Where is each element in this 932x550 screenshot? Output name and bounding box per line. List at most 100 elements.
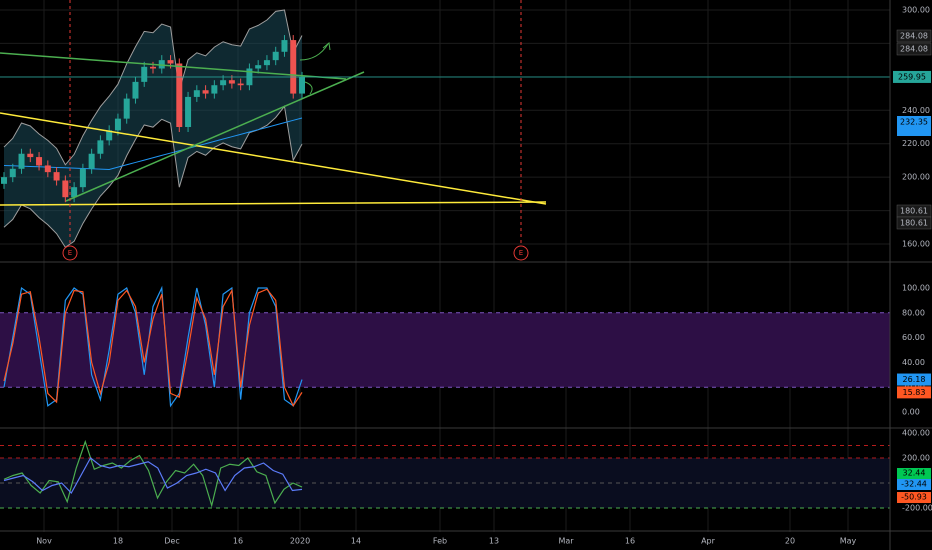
earnings-marker-label: E [519, 249, 523, 257]
stoch-k-line[interactable] [3, 285, 303, 408]
time-tick-label: Apr [701, 537, 716, 546]
cci-value: 32.44 [903, 469, 926, 478]
price-label-box [896, 29, 932, 43]
time-tick-label: 13 [489, 537, 499, 546]
time-tick-label: 14 [351, 537, 361, 546]
time-tick-label: 2020 [290, 537, 310, 546]
earnings-marker-label: E [68, 249, 72, 257]
stochastic-pane[interactable] [0, 285, 890, 408]
cci-tick-label: 200.00 [902, 454, 930, 463]
yellow-trendline-base[interactable] [0, 201, 547, 206]
price-label-low_bottom: 180.61 [900, 219, 928, 228]
candle-body[interactable] [106, 130, 113, 141]
stoch-d-value: 15.83 [903, 388, 926, 397]
basis-price-label: 232.35 [900, 118, 928, 127]
projection-arrow-down [304, 81, 313, 95]
candle-body[interactable] [1, 177, 7, 184]
candle-body[interactable] [255, 65, 262, 69]
candle-body[interactable] [281, 40, 288, 52]
cci-value-box [897, 492, 931, 503]
candle-body[interactable] [272, 51, 279, 61]
cci-line[interactable] [3, 439, 303, 508]
price-tick-label: 200.00 [902, 173, 930, 182]
price-label-low_top: 180.61 [900, 207, 928, 216]
stoch-tick-label: 100.00 [902, 284, 930, 293]
candle-body[interactable] [228, 80, 235, 84]
candle-body[interactable] [237, 83, 244, 86]
bollinger-band-fill [4, 10, 302, 248]
stoch-k-label-box [897, 373, 931, 386]
green-trendline-lower[interactable] [65, 71, 365, 202]
stoch-tick-label: 40.00 [902, 358, 925, 367]
price-label-high_top: 284.08 [900, 32, 928, 41]
cci-band-fill [0, 458, 890, 508]
green-trendline-upper[interactable] [0, 52, 347, 80]
time-tick-label: Dec [164, 537, 179, 546]
price-tick-label: 220.00 [902, 139, 930, 148]
price-label-box [896, 42, 932, 56]
candle-body[interactable] [53, 172, 60, 181]
cci-value: -32.44 [901, 480, 927, 489]
candle-body[interactable] [185, 96, 192, 127]
candle-body[interactable] [167, 60, 174, 64]
stoch-tick-label: 60.00 [902, 333, 925, 342]
price-label-box [896, 216, 932, 230]
candle-body[interactable] [202, 90, 209, 94]
last-price-label: 259.95 [898, 72, 926, 81]
candle-body[interactable] [114, 118, 121, 131]
candle-body[interactable] [132, 81, 139, 99]
candle-body[interactable] [44, 165, 51, 173]
price-tick-label: 160.00 [902, 240, 930, 249]
time-tick-label: Feb [433, 537, 447, 546]
time-tick-label: 18 [113, 537, 123, 546]
time-tick-label: 16 [625, 537, 635, 546]
candle-body[interactable] [123, 98, 130, 119]
price-axis[interactable]: 300.00 284.08 284.08 259.95 240.00 232.35 220.… [893, 6, 932, 513]
bollinger-upper-band [3, 9, 303, 166]
candle-body[interactable] [62, 180, 69, 198]
candle-body[interactable] [211, 85, 218, 94]
candle-body[interactable] [290, 40, 297, 94]
stoch-d-label-box [897, 386, 931, 399]
stoch-band-fill [0, 312, 890, 388]
time-tick-label: May [840, 537, 857, 546]
projection-arrowhead-up [322, 42, 331, 51]
candle-body[interactable] [141, 66, 148, 82]
candle-body[interactable] [193, 90, 200, 97]
yellow-trendline-descending[interactable] [0, 112, 547, 205]
candle-body[interactable] [150, 66, 156, 69]
candle-body[interactable] [71, 187, 78, 198]
stoch-d-line[interactable] [3, 288, 303, 408]
candle-body[interactable] [18, 153, 25, 169]
candle-body[interactable] [9, 168, 16, 178]
earnings-marker[interactable] [62, 245, 78, 261]
cci-signal-line[interactable] [3, 457, 303, 495]
earnings-marker[interactable] [513, 245, 529, 261]
candle-body[interactable] [97, 140, 104, 154]
price-label-high_bottom: 284.08 [900, 45, 928, 54]
cci-value: -50.93 [901, 493, 927, 502]
candle-body[interactable] [176, 63, 183, 127]
stoch-k-value: 26.18 [903, 375, 926, 384]
candle-body[interactable] [220, 80, 227, 86]
candle-body[interactable] [79, 168, 86, 188]
candle-body[interactable] [299, 76, 305, 94]
cci-pane[interactable] [0, 439, 890, 509]
candle-body[interactable] [158, 60, 165, 69]
price-tick-label: 300.00 [902, 6, 930, 15]
bollinger-basis-line [3, 117, 303, 170]
candle-body[interactable] [27, 153, 34, 158]
time-tick-label: 16 [233, 537, 243, 546]
time-tick-label: Nov [36, 537, 52, 546]
candle-body[interactable] [88, 153, 95, 169]
stoch-tick-label: 0.00 [902, 408, 920, 417]
price-tick-label: 240.00 [902, 106, 930, 115]
candle-body[interactable] [263, 60, 270, 66]
time-axis[interactable]: Nov 18 Dec 16 2020 14 Feb 13 Mar 16 Apr 20 May [36, 537, 856, 546]
candle-body[interactable] [36, 157, 43, 166]
basis-label-box [897, 116, 931, 136]
time-tick-label: Mar [558, 537, 574, 546]
